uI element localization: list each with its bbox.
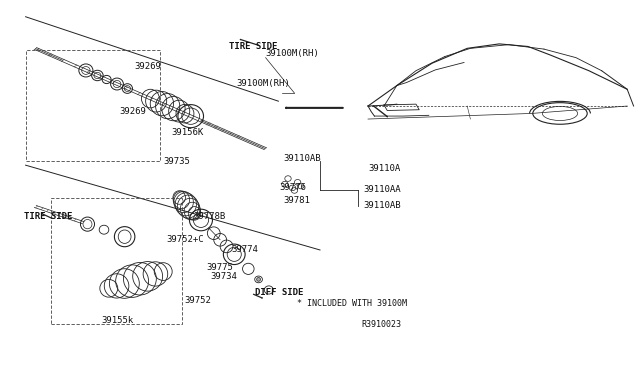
Text: 39735: 39735 bbox=[163, 157, 190, 166]
Bar bbox=[26, 50, 160, 161]
Text: 39156K: 39156K bbox=[172, 128, 204, 137]
Text: 39269: 39269 bbox=[119, 107, 146, 116]
Text: 39155k: 39155k bbox=[101, 316, 133, 325]
Ellipse shape bbox=[257, 278, 260, 281]
Text: 39776: 39776 bbox=[280, 183, 307, 192]
Text: 39778B: 39778B bbox=[193, 212, 225, 221]
Text: 39110AB: 39110AB bbox=[283, 154, 321, 163]
Text: 39774: 39774 bbox=[232, 246, 259, 254]
Text: * INCLUDED WITH 39100M: * INCLUDED WITH 39100M bbox=[297, 299, 407, 308]
Text: 39269: 39269 bbox=[134, 62, 161, 71]
Text: TIRE SIDE: TIRE SIDE bbox=[24, 212, 73, 221]
Text: 39775: 39775 bbox=[206, 263, 233, 272]
Text: 39110AB: 39110AB bbox=[364, 201, 401, 210]
Text: 39100M(RH): 39100M(RH) bbox=[266, 49, 319, 58]
Bar bbox=[51, 198, 182, 324]
Text: 39781: 39781 bbox=[284, 196, 310, 205]
Text: 39100M(RH): 39100M(RH) bbox=[237, 79, 291, 88]
Text: 39110AA: 39110AA bbox=[364, 185, 401, 194]
Text: 39110A: 39110A bbox=[368, 164, 400, 173]
Text: R3910023: R3910023 bbox=[362, 320, 402, 329]
Text: 39752+C: 39752+C bbox=[166, 235, 204, 244]
Text: DIFF SIDE: DIFF SIDE bbox=[255, 288, 303, 297]
Text: TIRE SIDE: TIRE SIDE bbox=[229, 42, 278, 51]
Text: 39752: 39752 bbox=[184, 296, 211, 305]
Text: 39734: 39734 bbox=[210, 272, 237, 281]
